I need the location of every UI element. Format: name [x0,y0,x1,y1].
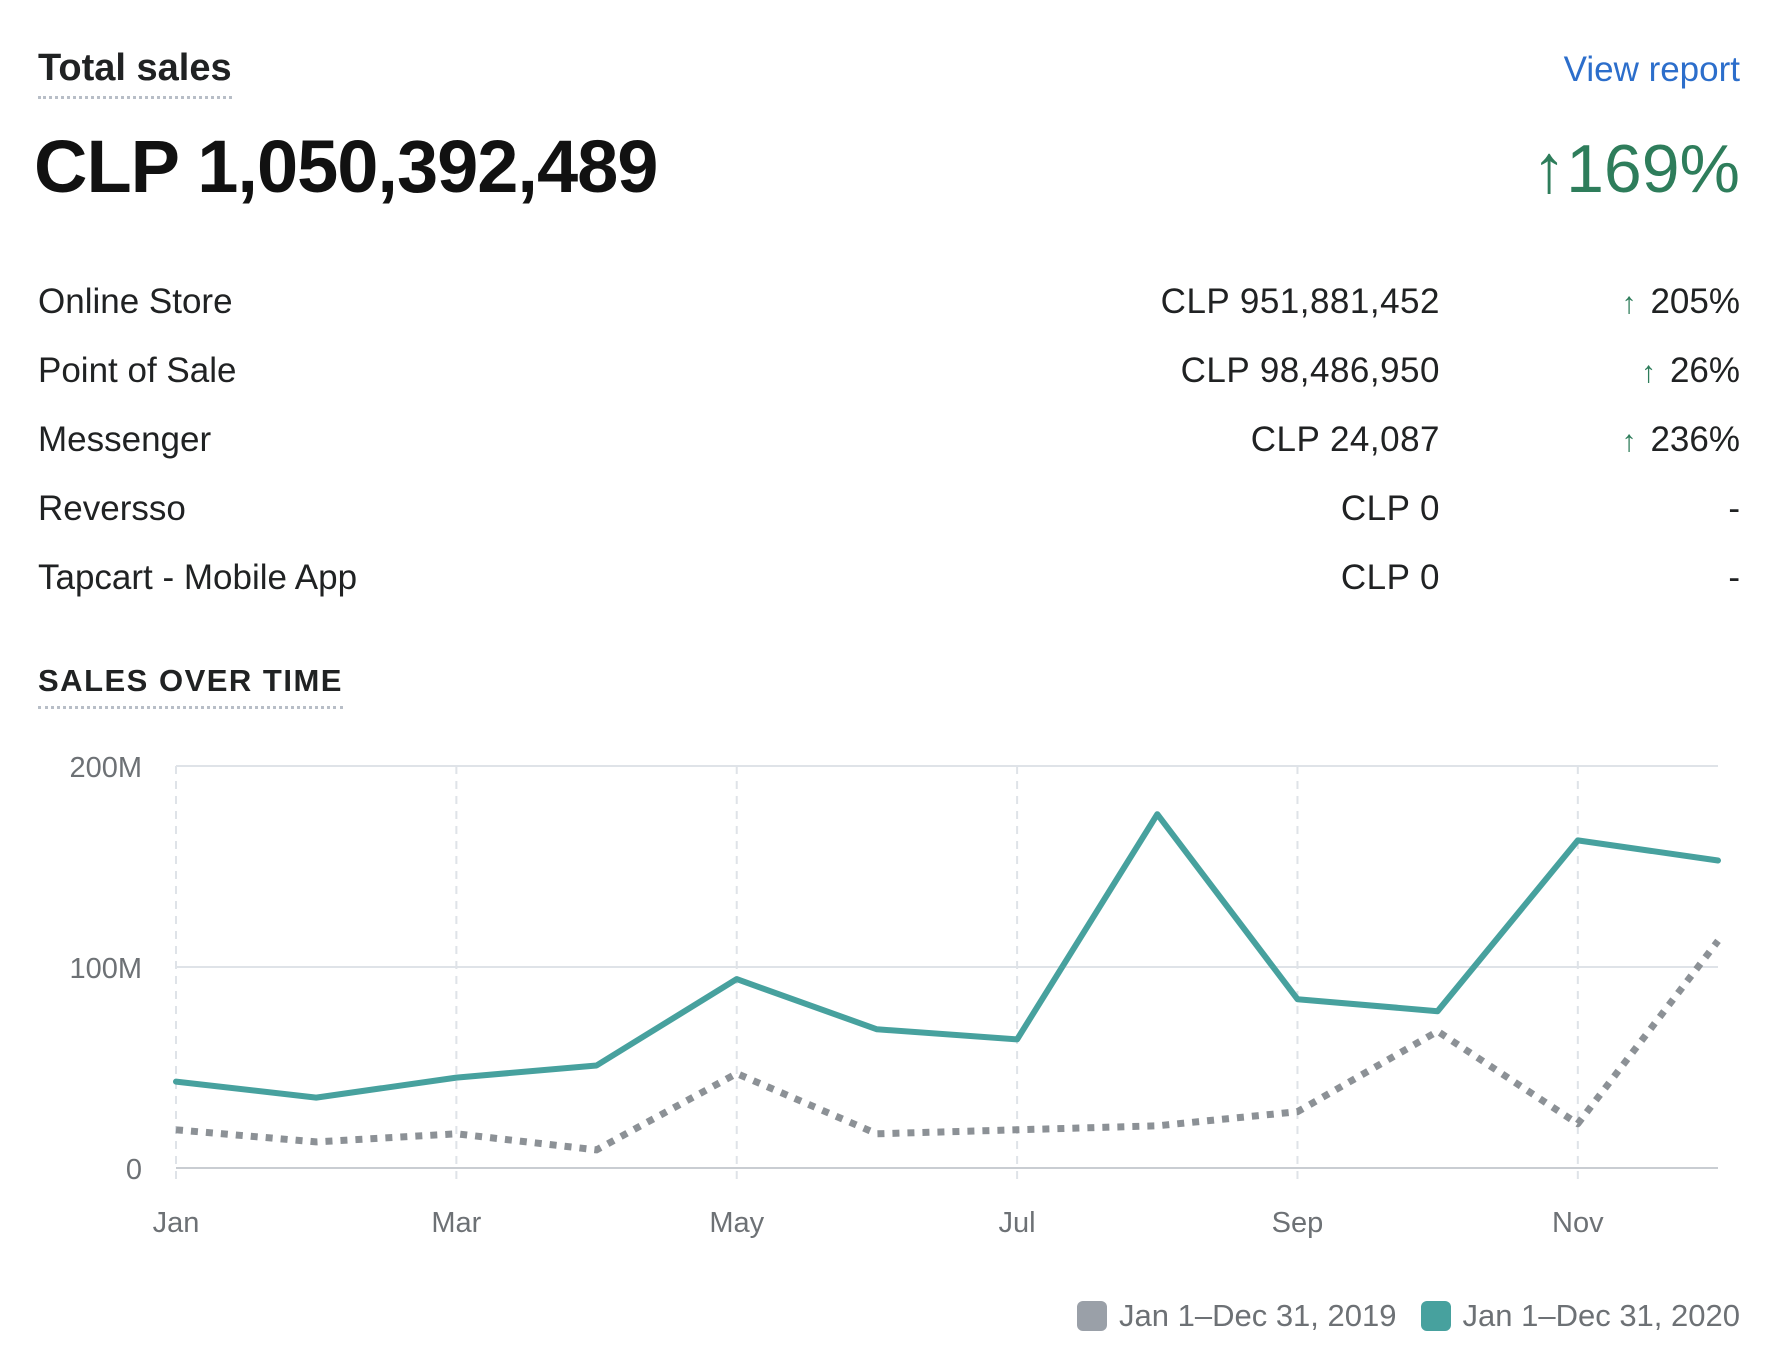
channel-row: Online Store CLP 951,881,452 ↑ 205% [38,280,1740,349]
channel-change: ↑ 236% [1621,418,1740,464]
legend-item[interactable]: Jan 1–Dec 31, 2020 [1420,1296,1741,1336]
legend-swatch [1420,1301,1451,1331]
x-tick-label: Jan [153,1207,200,1239]
up-arrow-icon: ↑ [1640,356,1656,389]
channel-row: Point of Sale CLP 98,486,950 ↑ 26% [38,349,1740,418]
channel-change-percent: 236% [1650,420,1740,459]
y-tick-label: 200M [69,752,142,784]
channel-change-percent: - [1728,489,1740,528]
channel-change-percent: 205% [1650,282,1740,321]
channel-name: Messenger [38,420,212,459]
channel-breakdown: Online Store CLP 951,881,452 ↑ 205% Point… [38,280,1740,625]
total-change-percent: 169% [1566,131,1740,207]
sales-over-time-chart[interactable]: 0 100M 200M Jan Mar May Jul Sep Nov [0,740,1770,1270]
up-arrow-icon: ↑ [1532,131,1567,207]
channel-row: Reversso CLP 0 - [38,487,1740,556]
legend-swatch [1077,1301,1107,1331]
series-line-2020 [173,811,1721,1101]
channel-amount: CLP 0 [1340,489,1440,528]
channel-row: Messenger CLP 24,087 ↑ 236% [38,418,1740,487]
total-sales-value: CLP 1,050,392,489 [34,125,658,208]
legend-label: Jan 1–Dec 31, 2020 [1462,1298,1741,1333]
legend-item[interactable]: Jan 1–Dec 31, 2019 [1077,1296,1397,1336]
channel-name: Point of Sale [38,351,237,390]
y-tick-label: 0 [126,1154,142,1186]
legend-label: Jan 1–Dec 31, 2019 [1119,1298,1397,1333]
up-arrow-icon: ↑ [1621,287,1637,320]
section-title[interactable]: SALES OVER TIME [38,662,343,709]
channel-change: ↑ 205% [1621,280,1740,326]
channel-change-percent: - [1728,558,1740,597]
channel-row: Tapcart - Mobile App CLP 0 - [38,556,1740,625]
total-change: ↑169% [1532,124,1740,214]
channel-change: - [1714,487,1740,533]
x-tick-label: May [709,1207,764,1239]
card-title[interactable]: Total sales [38,46,232,99]
up-arrow-icon: ↑ [1621,425,1637,458]
x-tick-label: Jul [999,1207,1036,1239]
channel-amount: CLP 0 [1340,558,1440,597]
x-tick-label: Nov [1552,1207,1604,1239]
channel-name: Tapcart - Mobile App [38,558,358,597]
chart-legend: Jan 1–Dec 31, 2019 Jan 1–Dec 31, 2020 [1053,1296,1740,1336]
channel-amount: CLP 951,881,452 [1160,282,1440,321]
channel-amount: CLP 98,486,950 [1180,351,1440,390]
y-tick-label: 100M [69,953,142,985]
view-report-link[interactable]: View report [1563,50,1740,89]
x-tick-label: Sep [1272,1207,1324,1239]
channel-name: Online Store [38,282,233,321]
x-tick-label: Mar [431,1207,481,1239]
channel-name: Reversso [38,489,186,528]
channel-change: ↑ 26% [1641,349,1740,395]
series-line-2019 [175,938,1721,1154]
channel-amount: CLP 24,087 [1250,420,1440,459]
channel-change: - [1714,556,1740,602]
channel-change-percent: 26% [1669,351,1740,390]
